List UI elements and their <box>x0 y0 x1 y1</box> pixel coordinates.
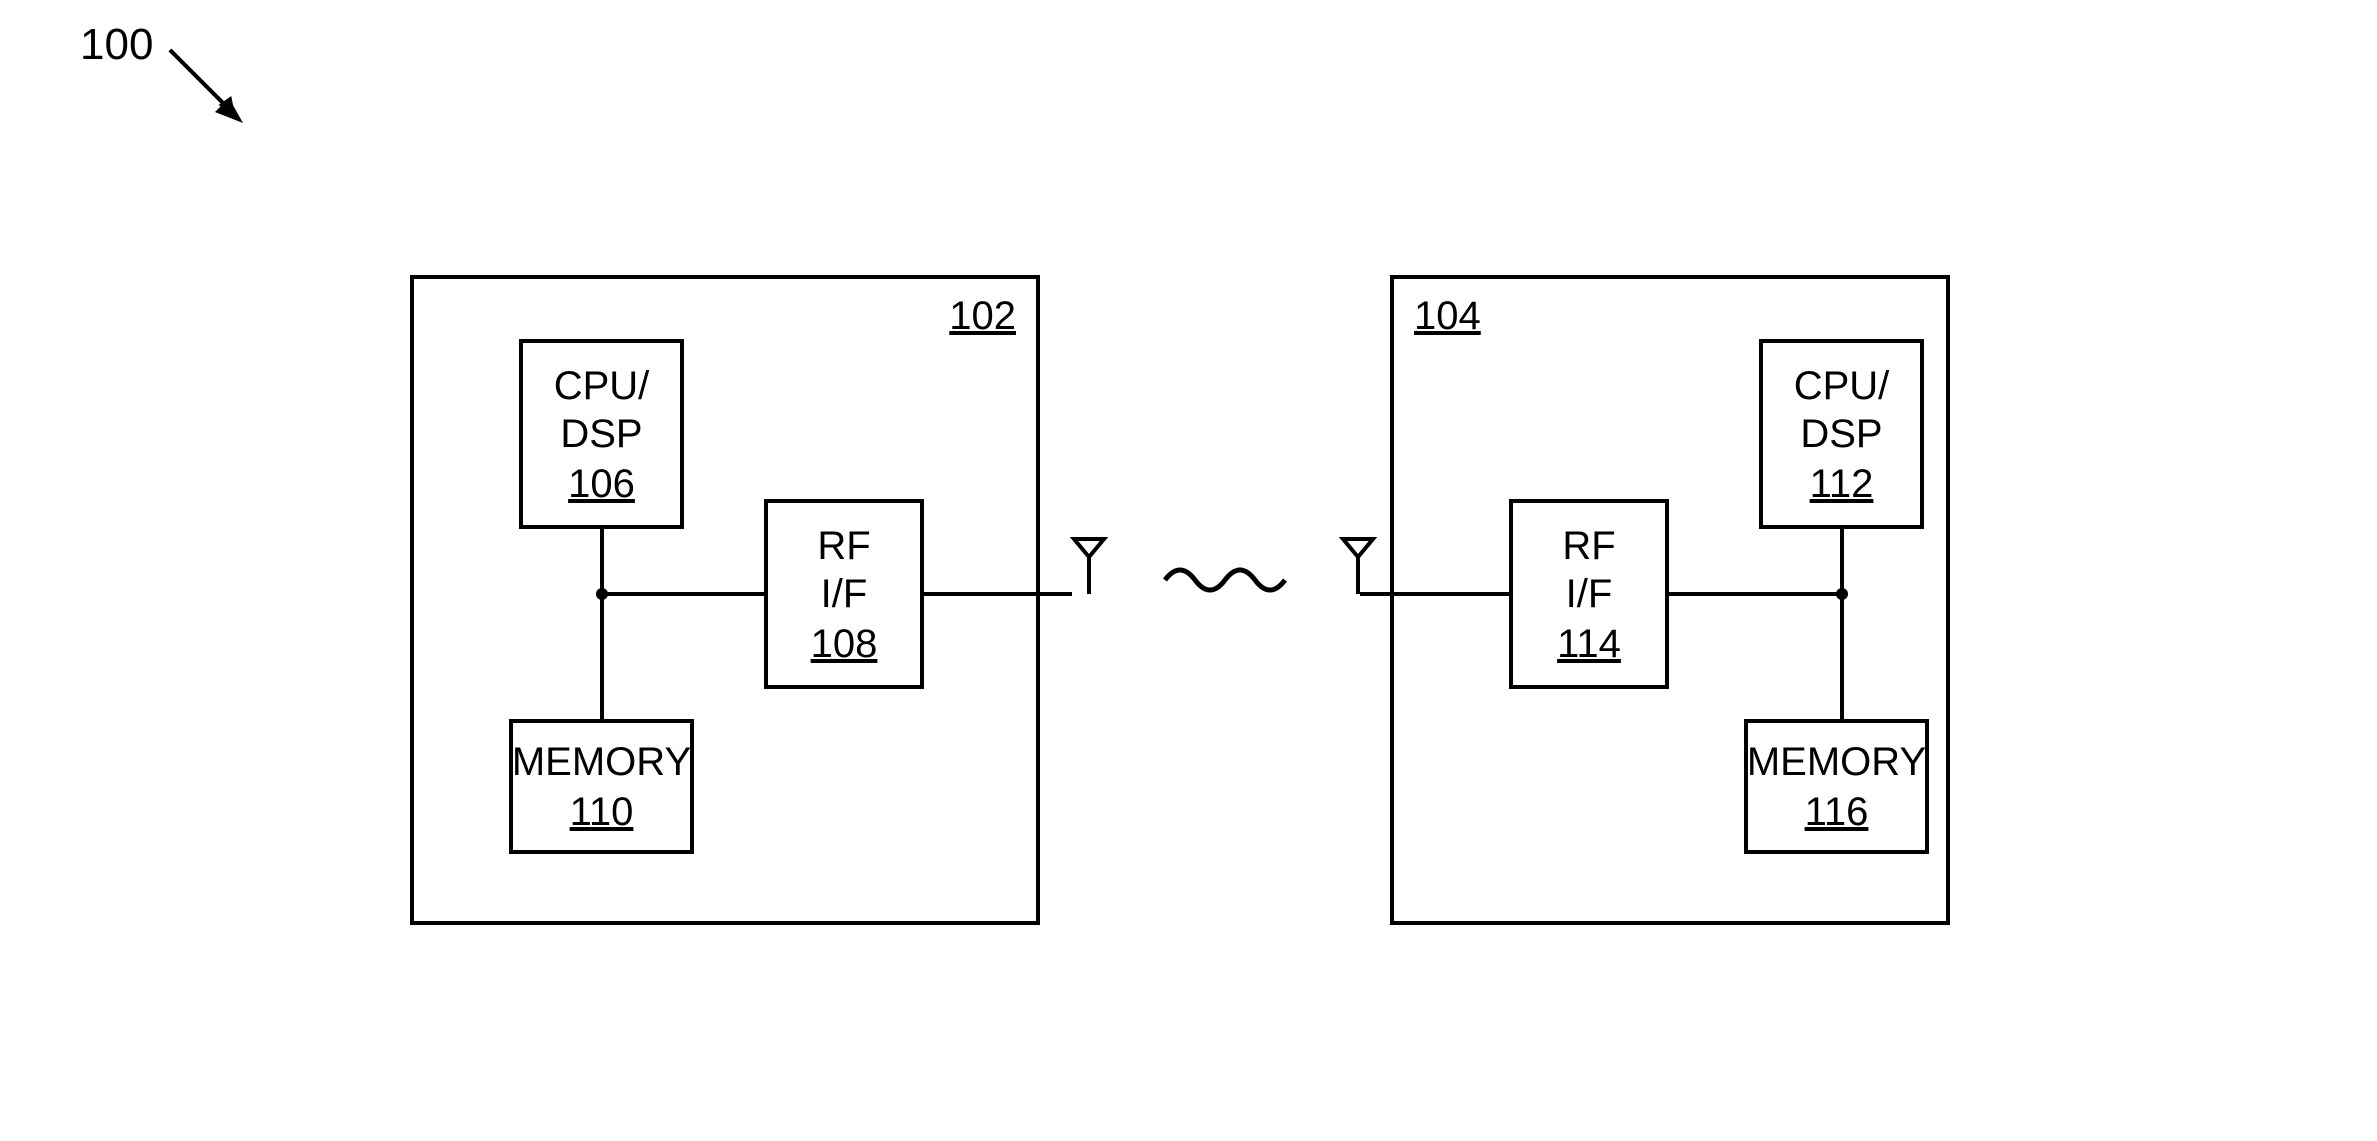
junction-right <box>1836 588 1848 600</box>
device-right-ref: 104 <box>1414 294 1481 339</box>
memory-left-ref: 110 <box>570 790 634 835</box>
wire-cpu-memory-left <box>600 529 604 719</box>
antenna-left <box>1069 537 1109 597</box>
cpu-dsp-left-ref: 106 <box>568 462 635 507</box>
memory-left-label: MEMORY <box>512 738 691 786</box>
antenna-right <box>1338 537 1378 597</box>
rf-if-left-ref: 108 <box>811 622 878 667</box>
cpu-dsp-left-label: CPU/ DSP <box>554 362 650 458</box>
wire-rf-antenna-left <box>924 592 1072 596</box>
rf-if-right: RF I/F 114 <box>1509 499 1669 689</box>
diagram-container: 100 102 CPU/ DSP 106 RF I/F 108 MEMORY 1… <box>0 0 2377 1141</box>
wire-antenna-rf-right <box>1360 592 1509 596</box>
memory-right: MEMORY 116 <box>1744 719 1929 854</box>
junction-left <box>596 588 608 600</box>
device-left-ref: 102 <box>949 294 1016 339</box>
wire-cpu-memory-right <box>1840 529 1844 719</box>
cpu-dsp-right-ref: 112 <box>1810 462 1874 507</box>
device-right: 104 CPU/ DSP 112 RF I/F 114 MEMORY 116 <box>1390 275 1950 925</box>
rf-if-right-ref: 114 <box>1557 622 1621 667</box>
figure-reference: 100 <box>80 20 153 70</box>
memory-left: MEMORY 110 <box>509 719 694 854</box>
wire-junction-rf-left <box>602 592 764 596</box>
cpu-dsp-left: CPU/ DSP 106 <box>519 339 684 529</box>
memory-right-ref: 116 <box>1805 790 1869 835</box>
memory-right-label: MEMORY <box>1747 738 1926 786</box>
rf-wave <box>1155 560 1295 600</box>
figure-arrow <box>155 40 275 150</box>
rf-if-left-label: RF I/F <box>817 522 870 618</box>
rf-if-right-label: RF I/F <box>1562 522 1615 618</box>
wire-rf-junction-right <box>1669 592 1842 596</box>
cpu-dsp-right-label: CPU/ DSP <box>1794 362 1890 458</box>
cpu-dsp-right: CPU/ DSP 112 <box>1759 339 1924 529</box>
rf-if-left: RF I/F 108 <box>764 499 924 689</box>
device-left: 102 CPU/ DSP 106 RF I/F 108 MEMORY 110 <box>410 275 1040 925</box>
